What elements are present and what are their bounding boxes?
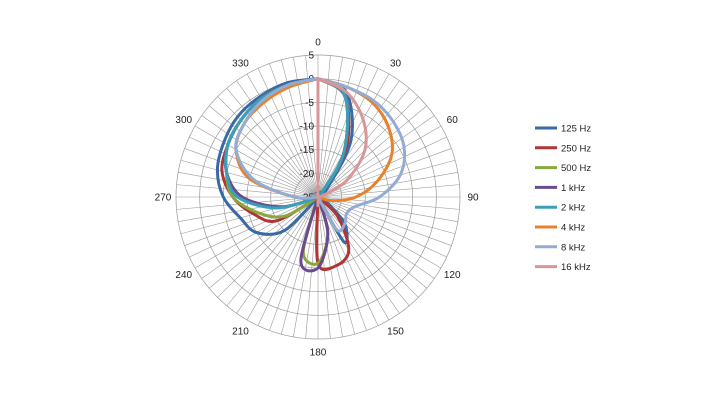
angle-tick-label: 210: [232, 327, 249, 338]
angle-spoke: [317, 59, 356, 198]
series-line-6: [234, 77, 407, 233]
angle-spoke: [317, 196, 456, 235]
legend-entry: 2 kHz: [561, 203, 586, 214]
angle-tick-label: 90: [467, 193, 479, 204]
angle-tick-label: 150: [387, 327, 404, 338]
angle-spoke: [317, 55, 331, 198]
angle-tick-label: 120: [444, 270, 461, 281]
legend-entry: 250 Hz: [561, 143, 591, 154]
angle-spoke: [317, 105, 427, 198]
angle-tick-label: 240: [175, 270, 192, 281]
angle-spoke: [201, 115, 319, 198]
radial-tick-label: 5: [308, 51, 314, 62]
angle-spoke: [209, 196, 319, 289]
legend: 125 Hz 250 Hz 500 Hz 1 kHz 2 kHz 4 kHz 8 kHz 16…: [535, 124, 591, 273]
series-lines: [215, 77, 407, 273]
angle-spoke: [257, 196, 319, 326]
angle-spoke: [317, 159, 456, 198]
series-line-7: [316, 77, 368, 208]
legend-entry: 8 kHz: [561, 242, 586, 253]
legend-entry: 16 kHz: [561, 262, 591, 273]
angle-spoke: [189, 136, 319, 198]
angle-spoke: [317, 96, 419, 198]
angle-tick-label: 270: [155, 193, 172, 204]
legend-entry: 500 Hz: [561, 163, 591, 174]
angle-spoke: [317, 196, 410, 306]
radial-tick-label: -5: [305, 98, 314, 109]
angle-spoke: [317, 196, 447, 258]
angle-spoke: [236, 196, 319, 314]
angle-spoke: [317, 73, 390, 198]
angle-axis-labels: 0 30 60 90 120 150 180 210 240 270 300 330: [155, 38, 479, 359]
angle-spoke: [246, 73, 319, 198]
angle-tick-label: 300: [175, 115, 192, 126]
angle-spoke: [317, 196, 442, 269]
series-line-4: [224, 77, 350, 210]
angle-spoke: [317, 63, 367, 198]
angle-spoke: [178, 172, 319, 198]
angle-spoke: [246, 196, 319, 321]
angle-spoke: [189, 196, 319, 258]
angle-spoke: [226, 88, 319, 198]
angle-spoke: [236, 80, 319, 198]
angle-tick-label: 0: [315, 38, 321, 49]
angle-spoke: [317, 196, 400, 314]
angle-spoke: [317, 115, 435, 198]
angle-spoke: [257, 68, 319, 198]
legend-entry: 4 kHz: [561, 223, 586, 234]
angle-spoke: [176, 184, 319, 198]
radial-tick-label: -10: [300, 122, 315, 133]
angle-spoke: [317, 196, 452, 246]
angle-spoke: [194, 125, 319, 198]
angle-spoke: [317, 125, 442, 198]
angle-spoke: [317, 196, 435, 279]
angle-spoke: [317, 196, 331, 339]
angle-spoke: [293, 196, 319, 337]
angle-tick-label: 330: [232, 58, 249, 69]
angle-tick-label: 30: [390, 58, 402, 69]
angle-tick-label: 180: [310, 348, 327, 359]
angle-tick-label: 60: [447, 115, 459, 126]
angle-spoke: [209, 105, 319, 198]
angle-spoke: [217, 96, 319, 198]
legend-entry: 1 kHz: [561, 183, 586, 194]
radial-tick-label: -20: [300, 169, 315, 180]
angle-spoke: [317, 57, 343, 198]
angle-spoke: [184, 148, 319, 198]
legend-entry: 125 Hz: [561, 124, 591, 135]
angle-spoke: [317, 172, 458, 198]
radial-tick-label: -15: [300, 145, 315, 156]
